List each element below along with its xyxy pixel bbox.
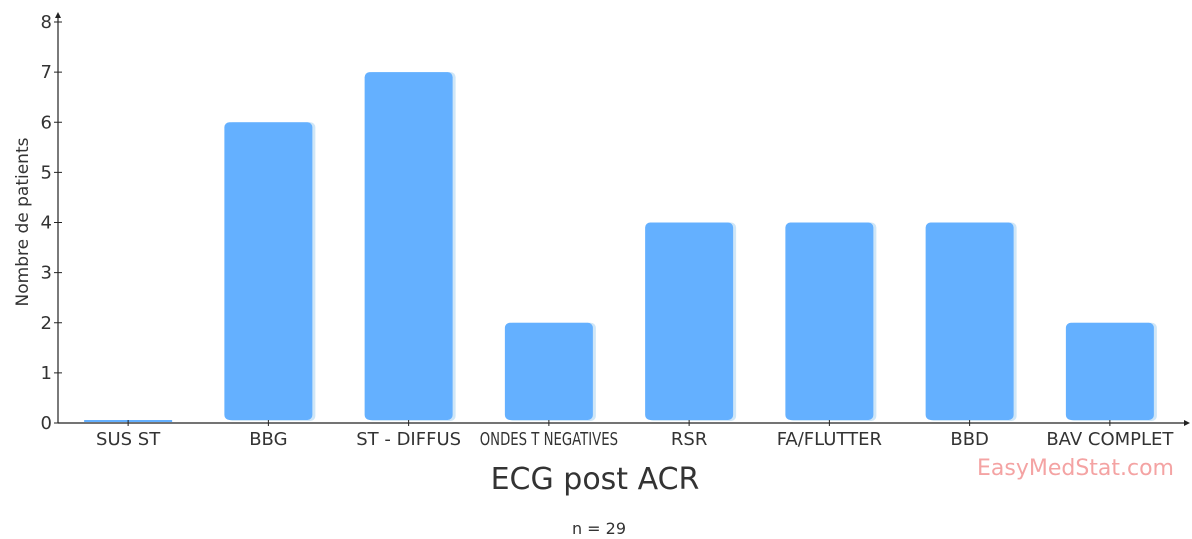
y-tick-label: 7 (41, 62, 52, 83)
category-label: ONDES T NEGATIVES (480, 429, 618, 450)
bar (1065, 322, 1154, 420)
bar (224, 122, 313, 420)
category-label: BBD (950, 429, 989, 450)
y-tick-label: 6 (41, 112, 52, 133)
bar (504, 322, 593, 420)
category-label: BBG (249, 429, 287, 450)
axes (55, 12, 1190, 426)
y-tick-label: 8 (41, 12, 52, 33)
y-axis-label: Nombre de patients (13, 137, 33, 306)
y-tick-label: 4 (41, 213, 52, 234)
category-label: RSR (671, 429, 707, 450)
y-tick-label: 0 (41, 413, 52, 434)
y-ticks: 0 1 2 3 4 5 6 7 8 (41, 12, 62, 434)
sample-size-note: n = 29 (572, 519, 626, 538)
bars (84, 72, 1157, 422)
bar (364, 72, 453, 420)
category-labels: SUS ST BBG ST - DIFFUS ONDES T NEGATIVES RSR… (96, 420, 1174, 450)
y-tick-label: 5 (41, 162, 52, 183)
category-label: ST - DIFFUS (356, 429, 461, 450)
y-tick-label: 3 (41, 263, 52, 284)
bar (645, 222, 734, 420)
watermark: EasyMedStat.com (977, 456, 1174, 481)
bar (925, 222, 1014, 420)
bar (785, 222, 874, 420)
y-tick-label: 1 (41, 363, 52, 384)
category-label: FA/FLUTTER (777, 429, 882, 450)
category-label: SUS ST (96, 429, 161, 450)
y-tick-label: 2 (41, 313, 52, 334)
x-axis-label: ECG post ACR (491, 462, 700, 497)
category-label: BAV COMPLET (1046, 429, 1174, 450)
y-axis-arrow (55, 12, 61, 18)
x-axis-arrow (1184, 420, 1190, 426)
